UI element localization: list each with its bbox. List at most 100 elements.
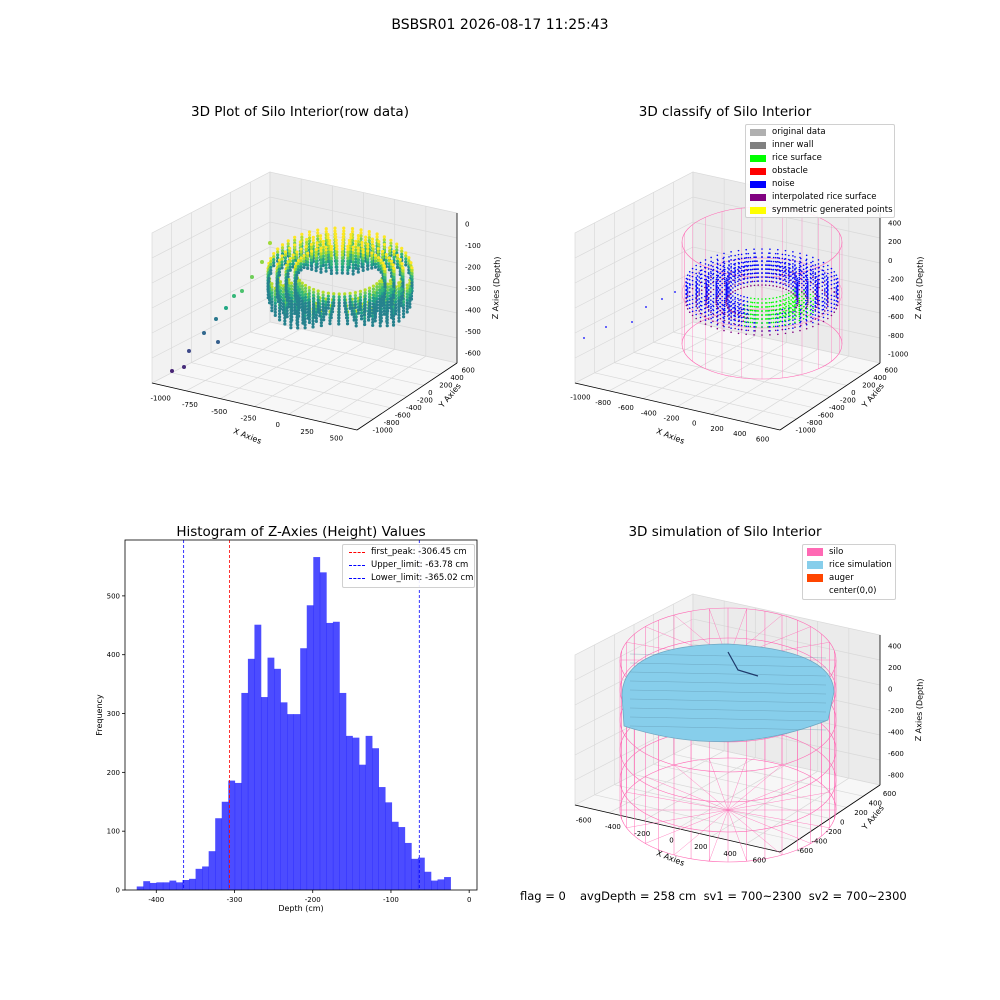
raw-point bbox=[378, 312, 382, 316]
raw-point bbox=[270, 303, 274, 307]
y-axis-title: Y Axies bbox=[860, 804, 886, 833]
raw-point bbox=[293, 302, 297, 306]
raw-point bbox=[283, 319, 287, 323]
raw-point bbox=[386, 285, 390, 289]
raw-point bbox=[322, 315, 326, 319]
raw-point bbox=[284, 285, 288, 289]
raw-point bbox=[285, 278, 289, 282]
raw-point bbox=[281, 311, 285, 315]
raw-point bbox=[324, 312, 328, 316]
raw-point bbox=[293, 311, 297, 315]
raw-point bbox=[286, 239, 290, 243]
raw-point bbox=[267, 273, 271, 278]
raw-point bbox=[314, 316, 318, 320]
raw-point bbox=[284, 295, 288, 299]
raw-point bbox=[389, 238, 393, 242]
raw-point bbox=[356, 311, 361, 315]
raw-point bbox=[283, 253, 288, 257]
raw-point bbox=[398, 257, 402, 262]
raw-point bbox=[288, 249, 292, 253]
raw-point bbox=[388, 291, 393, 295]
raw-point bbox=[352, 315, 356, 319]
raw-point bbox=[354, 321, 358, 325]
raw-point bbox=[382, 312, 386, 316]
raw-point bbox=[334, 235, 338, 239]
raw-point bbox=[309, 245, 313, 250]
raw-point bbox=[373, 319, 377, 323]
z-tick-label: -400 bbox=[888, 728, 904, 736]
raw-point bbox=[407, 259, 411, 263]
raw-point bbox=[281, 284, 285, 288]
raw-point bbox=[394, 309, 398, 313]
raw-point bbox=[405, 298, 409, 302]
raw-point bbox=[408, 287, 412, 291]
raw-point bbox=[401, 272, 405, 276]
raw-point bbox=[289, 302, 294, 306]
raw-point bbox=[337, 322, 341, 326]
raw-point bbox=[388, 294, 393, 298]
raw-point bbox=[330, 310, 335, 314]
raw-point bbox=[280, 257, 284, 261]
legend-swatch bbox=[807, 587, 823, 595]
raw-point bbox=[276, 277, 280, 281]
raw-point bbox=[375, 232, 379, 236]
raw-point bbox=[276, 253, 280, 257]
raw-point bbox=[322, 312, 326, 316]
z-tick-label: 200 bbox=[888, 664, 901, 672]
raw-point bbox=[318, 240, 323, 244]
raw-point bbox=[405, 295, 409, 299]
raw-point bbox=[356, 233, 361, 238]
raw-point bbox=[392, 249, 396, 254]
raw-point bbox=[356, 242, 361, 247]
legend-swatch bbox=[807, 561, 823, 569]
raw-point bbox=[286, 272, 290, 276]
raw-point bbox=[397, 305, 401, 309]
stats-text: avgDepth = 258 cm sv1 = 700~2300 sv2 = 7… bbox=[580, 889, 907, 903]
raw-point bbox=[397, 284, 401, 288]
raw-point bbox=[269, 268, 273, 273]
raw-point bbox=[350, 312, 354, 316]
grid-line bbox=[322, 355, 427, 423]
raw-point bbox=[315, 241, 319, 245]
raw-point bbox=[267, 301, 272, 305]
raw-point bbox=[401, 275, 405, 279]
raw-point bbox=[385, 316, 389, 320]
raw-point bbox=[267, 279, 271, 284]
raw-point bbox=[388, 300, 393, 304]
raw-point bbox=[273, 304, 277, 309]
raw-point bbox=[382, 238, 386, 242]
legend-label: silo bbox=[829, 547, 844, 557]
raw-point bbox=[270, 306, 274, 310]
raw-point bbox=[286, 242, 290, 246]
raw-point bbox=[410, 278, 414, 282]
raw-point bbox=[359, 234, 363, 238]
x-tick-label: -200 bbox=[634, 830, 650, 838]
raw-point bbox=[390, 313, 394, 317]
raw-point bbox=[367, 239, 371, 243]
z-axis-title: Z Axies (Depth) bbox=[914, 678, 925, 741]
raw-point bbox=[397, 302, 401, 306]
raw-point bbox=[286, 275, 290, 279]
raw-point bbox=[301, 314, 305, 318]
raw-point bbox=[275, 295, 279, 299]
raw-point bbox=[344, 310, 348, 314]
raw-point bbox=[288, 265, 292, 269]
z-tick-label: 400 bbox=[888, 643, 901, 651]
raw-point-cloud bbox=[170, 226, 414, 373]
raw-point bbox=[386, 300, 390, 304]
raw-point bbox=[329, 313, 333, 317]
raw-point bbox=[276, 250, 280, 254]
z-tick-label: -200 bbox=[888, 707, 904, 715]
raw-point bbox=[401, 315, 406, 319]
raw-point bbox=[354, 324, 358, 328]
raw-point bbox=[326, 236, 330, 240]
raw-point bbox=[280, 263, 284, 267]
raw-point bbox=[296, 326, 300, 330]
raw-point bbox=[293, 299, 297, 303]
raw-point bbox=[300, 235, 304, 239]
raw-point bbox=[283, 259, 288, 263]
raw-point bbox=[404, 260, 408, 264]
raw-point bbox=[277, 264, 282, 268]
raw-point bbox=[404, 251, 408, 255]
raw-point bbox=[337, 319, 341, 323]
